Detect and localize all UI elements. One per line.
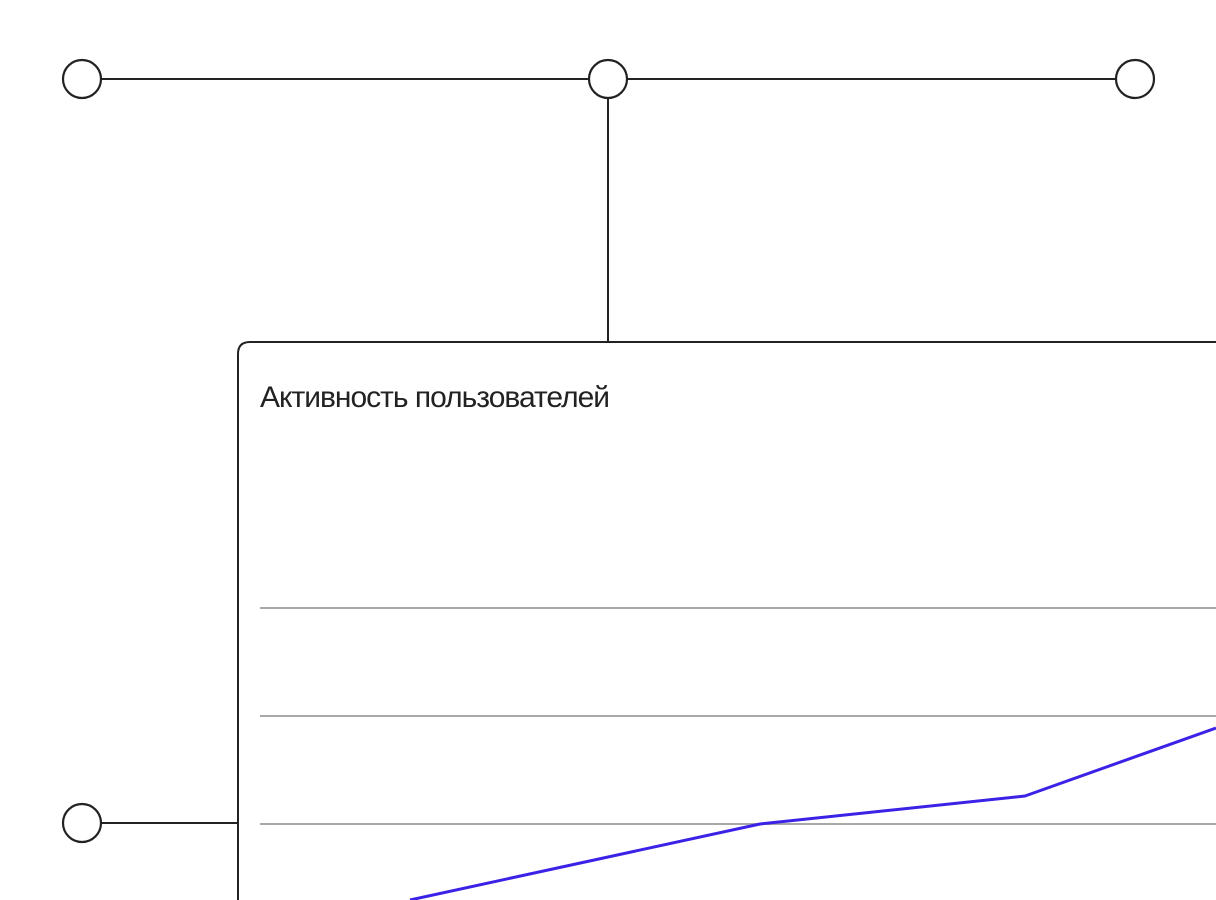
node bbox=[61, 802, 103, 844]
node bbox=[587, 58, 629, 100]
node bbox=[61, 58, 103, 100]
card-frame bbox=[237, 341, 1216, 900]
node bbox=[1114, 58, 1156, 100]
trend-line bbox=[409, 726, 1216, 900]
card-title: Активность пользователей bbox=[260, 381, 609, 414]
